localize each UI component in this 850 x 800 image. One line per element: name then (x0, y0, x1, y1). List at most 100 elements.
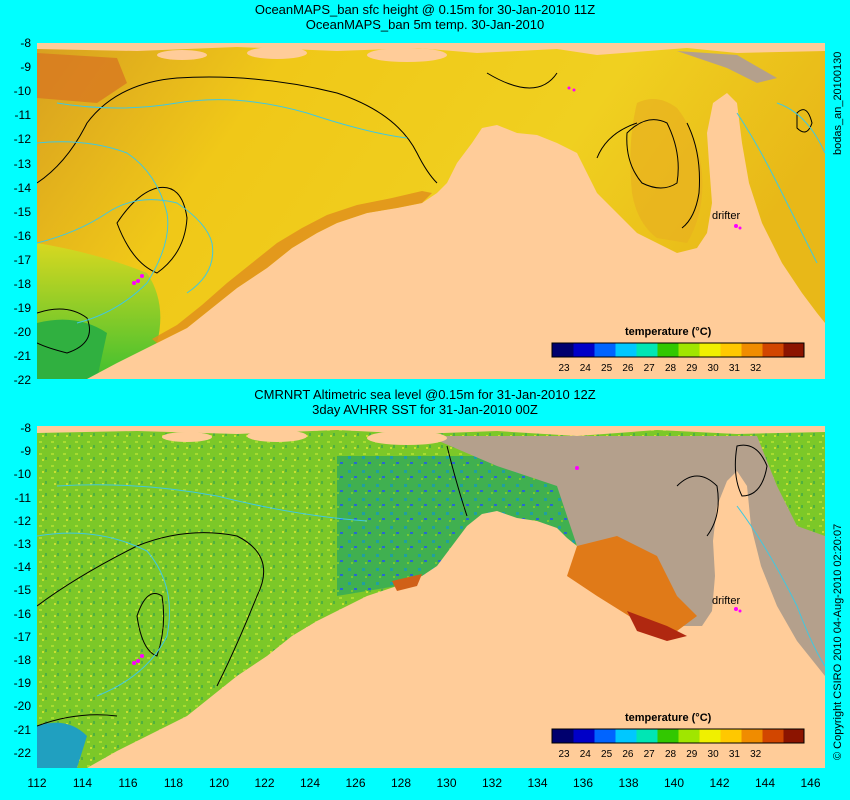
cool-region (37, 722, 87, 768)
x-tick-label: 124 (299, 776, 321, 790)
y-tick-label: -21 (13, 722, 31, 737)
colorbar-tick-label: 26 (622, 363, 634, 374)
colorbar-segment (552, 729, 574, 743)
x-tick-label: 112 (27, 776, 47, 790)
y-tick-label: -18 (13, 653, 31, 667)
no-data-area (677, 51, 777, 83)
y-tick-label: -15 (13, 204, 31, 219)
colorbar-tick-label: 26 (622, 749, 634, 760)
x-tick-label: 116 (118, 776, 138, 790)
y-tick-label: -10 (13, 84, 31, 99)
drifter-tracks (132, 86, 742, 285)
coastal-warm-band (152, 191, 432, 343)
top-title-line2: OceanMAPS_ban 5m temp. 30-Jan-2010 (305, 17, 545, 32)
colorbar-tick-label: 28 (664, 363, 677, 374)
colorbar-tick-label: 31 (728, 749, 740, 760)
y-tick-label: -22 (13, 745, 31, 760)
island (247, 430, 307, 442)
x-tick-label: 142 (709, 776, 730, 790)
colorbar-segment (636, 729, 658, 743)
northern-islands (37, 43, 825, 55)
top-title-line1: OceanMAPS_ban sfc height @ 0.15m for 30-… (254, 2, 596, 17)
colorbar-segment (699, 729, 721, 743)
warm-region (37, 53, 127, 103)
bottom-title-line2: 3day AVHRR SST for 31-Jan-2010 00Z (312, 402, 538, 417)
y-tick-label: -16 (13, 606, 31, 621)
colorbar-segment (615, 343, 637, 357)
colorbar-title: temperature (°C) (625, 712, 712, 724)
y-tick-label: -14 (13, 180, 31, 195)
y-tick-label: -13 (13, 537, 31, 551)
warm-coastal-patch (392, 574, 422, 591)
colorbar-segment (678, 343, 700, 357)
colorbar-tick-label: 24 (579, 749, 591, 760)
y-tick-label: -12 (13, 132, 31, 147)
colorbar-segment (636, 343, 658, 357)
top-side-label: bodas_an_20100130 (832, 51, 844, 155)
colorbar-tick-label: 30 (707, 749, 719, 760)
top-map-panel: drifter temperature (°C) 23 24 25 26 27 28 29 3… (37, 43, 825, 379)
colorbar-segment (720, 343, 742, 357)
colorbar-segment (741, 343, 763, 357)
colorbar-tick-label: 32 (750, 363, 762, 374)
y-tick-label: -8 (20, 36, 31, 50)
colorbar-tick-label: 24 (579, 363, 591, 374)
island-timor (367, 48, 447, 62)
y-tick-label: -9 (20, 444, 31, 459)
colorbar-tick-label: 32 (750, 749, 762, 760)
y-tick-label: -19 (13, 301, 31, 316)
gulf-hot-area (567, 536, 697, 631)
y-tick-label: -18 (13, 277, 31, 291)
colorbar-segment (594, 343, 616, 357)
colorbar-tick-label: 23 (558, 363, 570, 374)
colorbar-tick-label: 28 (664, 749, 677, 760)
y-tick-label: -17 (13, 252, 31, 267)
island-timor (367, 431, 447, 445)
northern-islands (37, 426, 825, 436)
x-tick-label: 120 (208, 776, 230, 790)
x-tick-label: 132 (481, 776, 503, 790)
colorbar-segment (741, 729, 763, 743)
bathymetry-contours (37, 484, 825, 697)
australia-land (87, 471, 825, 768)
x-tick-label: 128 (390, 776, 412, 790)
colorbar-segment (762, 729, 784, 743)
colorbar-tick-label: 23 (558, 749, 570, 760)
sea-level-contours (37, 444, 768, 727)
bottom-title-line1: CMRNRT Altimetric sea level @0.15m for 3… (254, 387, 596, 402)
x-tick-label: 122 (254, 776, 275, 790)
colorbar-tick-label: 29 (686, 363, 698, 374)
drifter-label: drifter (712, 210, 741, 222)
colorbar-tick-label: 25 (601, 363, 613, 374)
colorbar-segment (615, 729, 637, 743)
colorbar-segment (552, 343, 574, 357)
x-tick-label: 140 (663, 776, 685, 790)
colorbar-segment (594, 729, 616, 743)
colorbar-tick-label: 29 (686, 749, 698, 760)
y-tick-label: -19 (13, 676, 31, 691)
colorbar-segment (783, 729, 805, 743)
colorbar-segment (573, 729, 595, 743)
colorbar-tick-label: 27 (643, 749, 655, 760)
colorbar-segment (657, 343, 679, 357)
y-tick-label: -13 (13, 156, 31, 171)
australia-land (87, 93, 825, 379)
bottom-side-label: © Copyright CSIRO 2010 04-Aug-2010 02:20… (832, 523, 844, 760)
colorbar-segment (678, 729, 700, 743)
y-tick-label: -11 (14, 490, 31, 505)
y-tick-label: -20 (13, 325, 31, 340)
bottom-map-panel: drifter temperature (°C) 23 24 25 26 27 28 29 3… (37, 426, 825, 768)
x-tick-label: 118 (163, 776, 184, 790)
y-tick-label: -9 (20, 60, 31, 75)
bathymetry-contours (37, 99, 825, 324)
y-tick-label: -16 (13, 228, 31, 243)
y-tick-label: -17 (13, 629, 31, 644)
gulf-warm-area (630, 99, 703, 243)
drifter-tracks (132, 466, 742, 665)
top-sst-map (37, 43, 825, 379)
hot-area-deep (627, 611, 687, 641)
colorbar-tick-label: 27 (643, 363, 655, 374)
y-tick-label: -8 (20, 421, 31, 435)
y-tick-label: -21 (13, 349, 31, 364)
island (247, 47, 307, 59)
